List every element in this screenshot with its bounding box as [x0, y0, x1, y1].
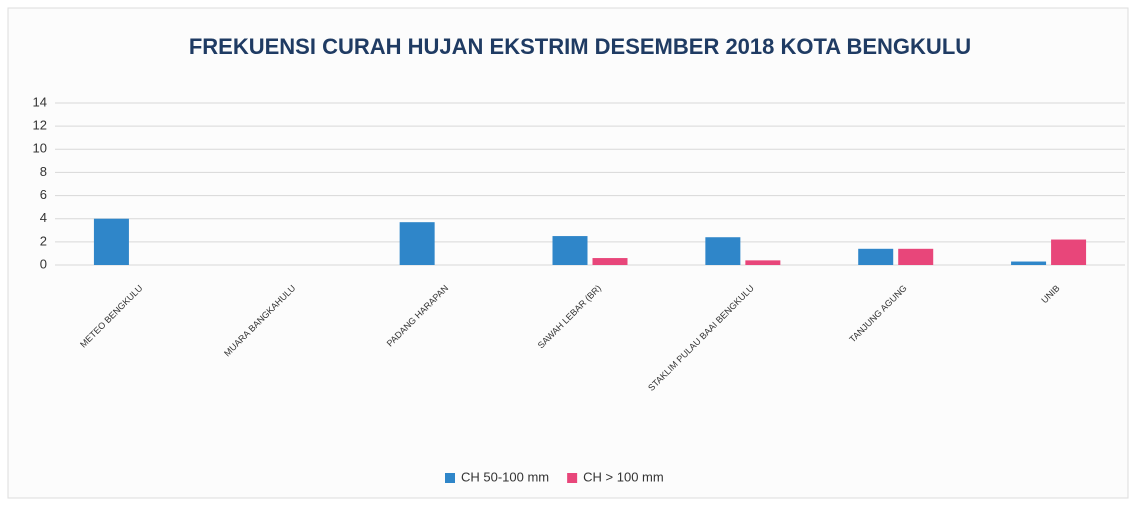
- y-tick-label: 12: [33, 118, 47, 133]
- legend-swatch: [445, 473, 455, 483]
- y-tick-label: 14: [33, 94, 47, 109]
- bar: [1051, 239, 1087, 265]
- y-tick-label: 8: [40, 164, 47, 179]
- y-tick-label: 4: [40, 210, 47, 225]
- bar: [705, 237, 741, 265]
- y-tick-label: 10: [33, 141, 47, 156]
- bar: [898, 248, 934, 265]
- legend-label: CH 50-100 mm: [461, 469, 549, 484]
- bar: [745, 260, 781, 265]
- chart-title: FREKUENSI CURAH HUJAN EKSTRIM DESEMBER 2…: [189, 34, 971, 59]
- bar: [858, 248, 894, 265]
- y-tick-label: 2: [40, 233, 47, 248]
- y-tick-label: 6: [40, 187, 47, 202]
- bar: [552, 236, 588, 265]
- bar: [93, 218, 129, 265]
- bar: [1011, 261, 1047, 265]
- legend-swatch: [567, 473, 578, 483]
- bar: [592, 258, 628, 265]
- legend-label: CH > 100 mm: [583, 469, 664, 484]
- y-tick-label: 0: [40, 256, 47, 271]
- bar: [399, 222, 435, 265]
